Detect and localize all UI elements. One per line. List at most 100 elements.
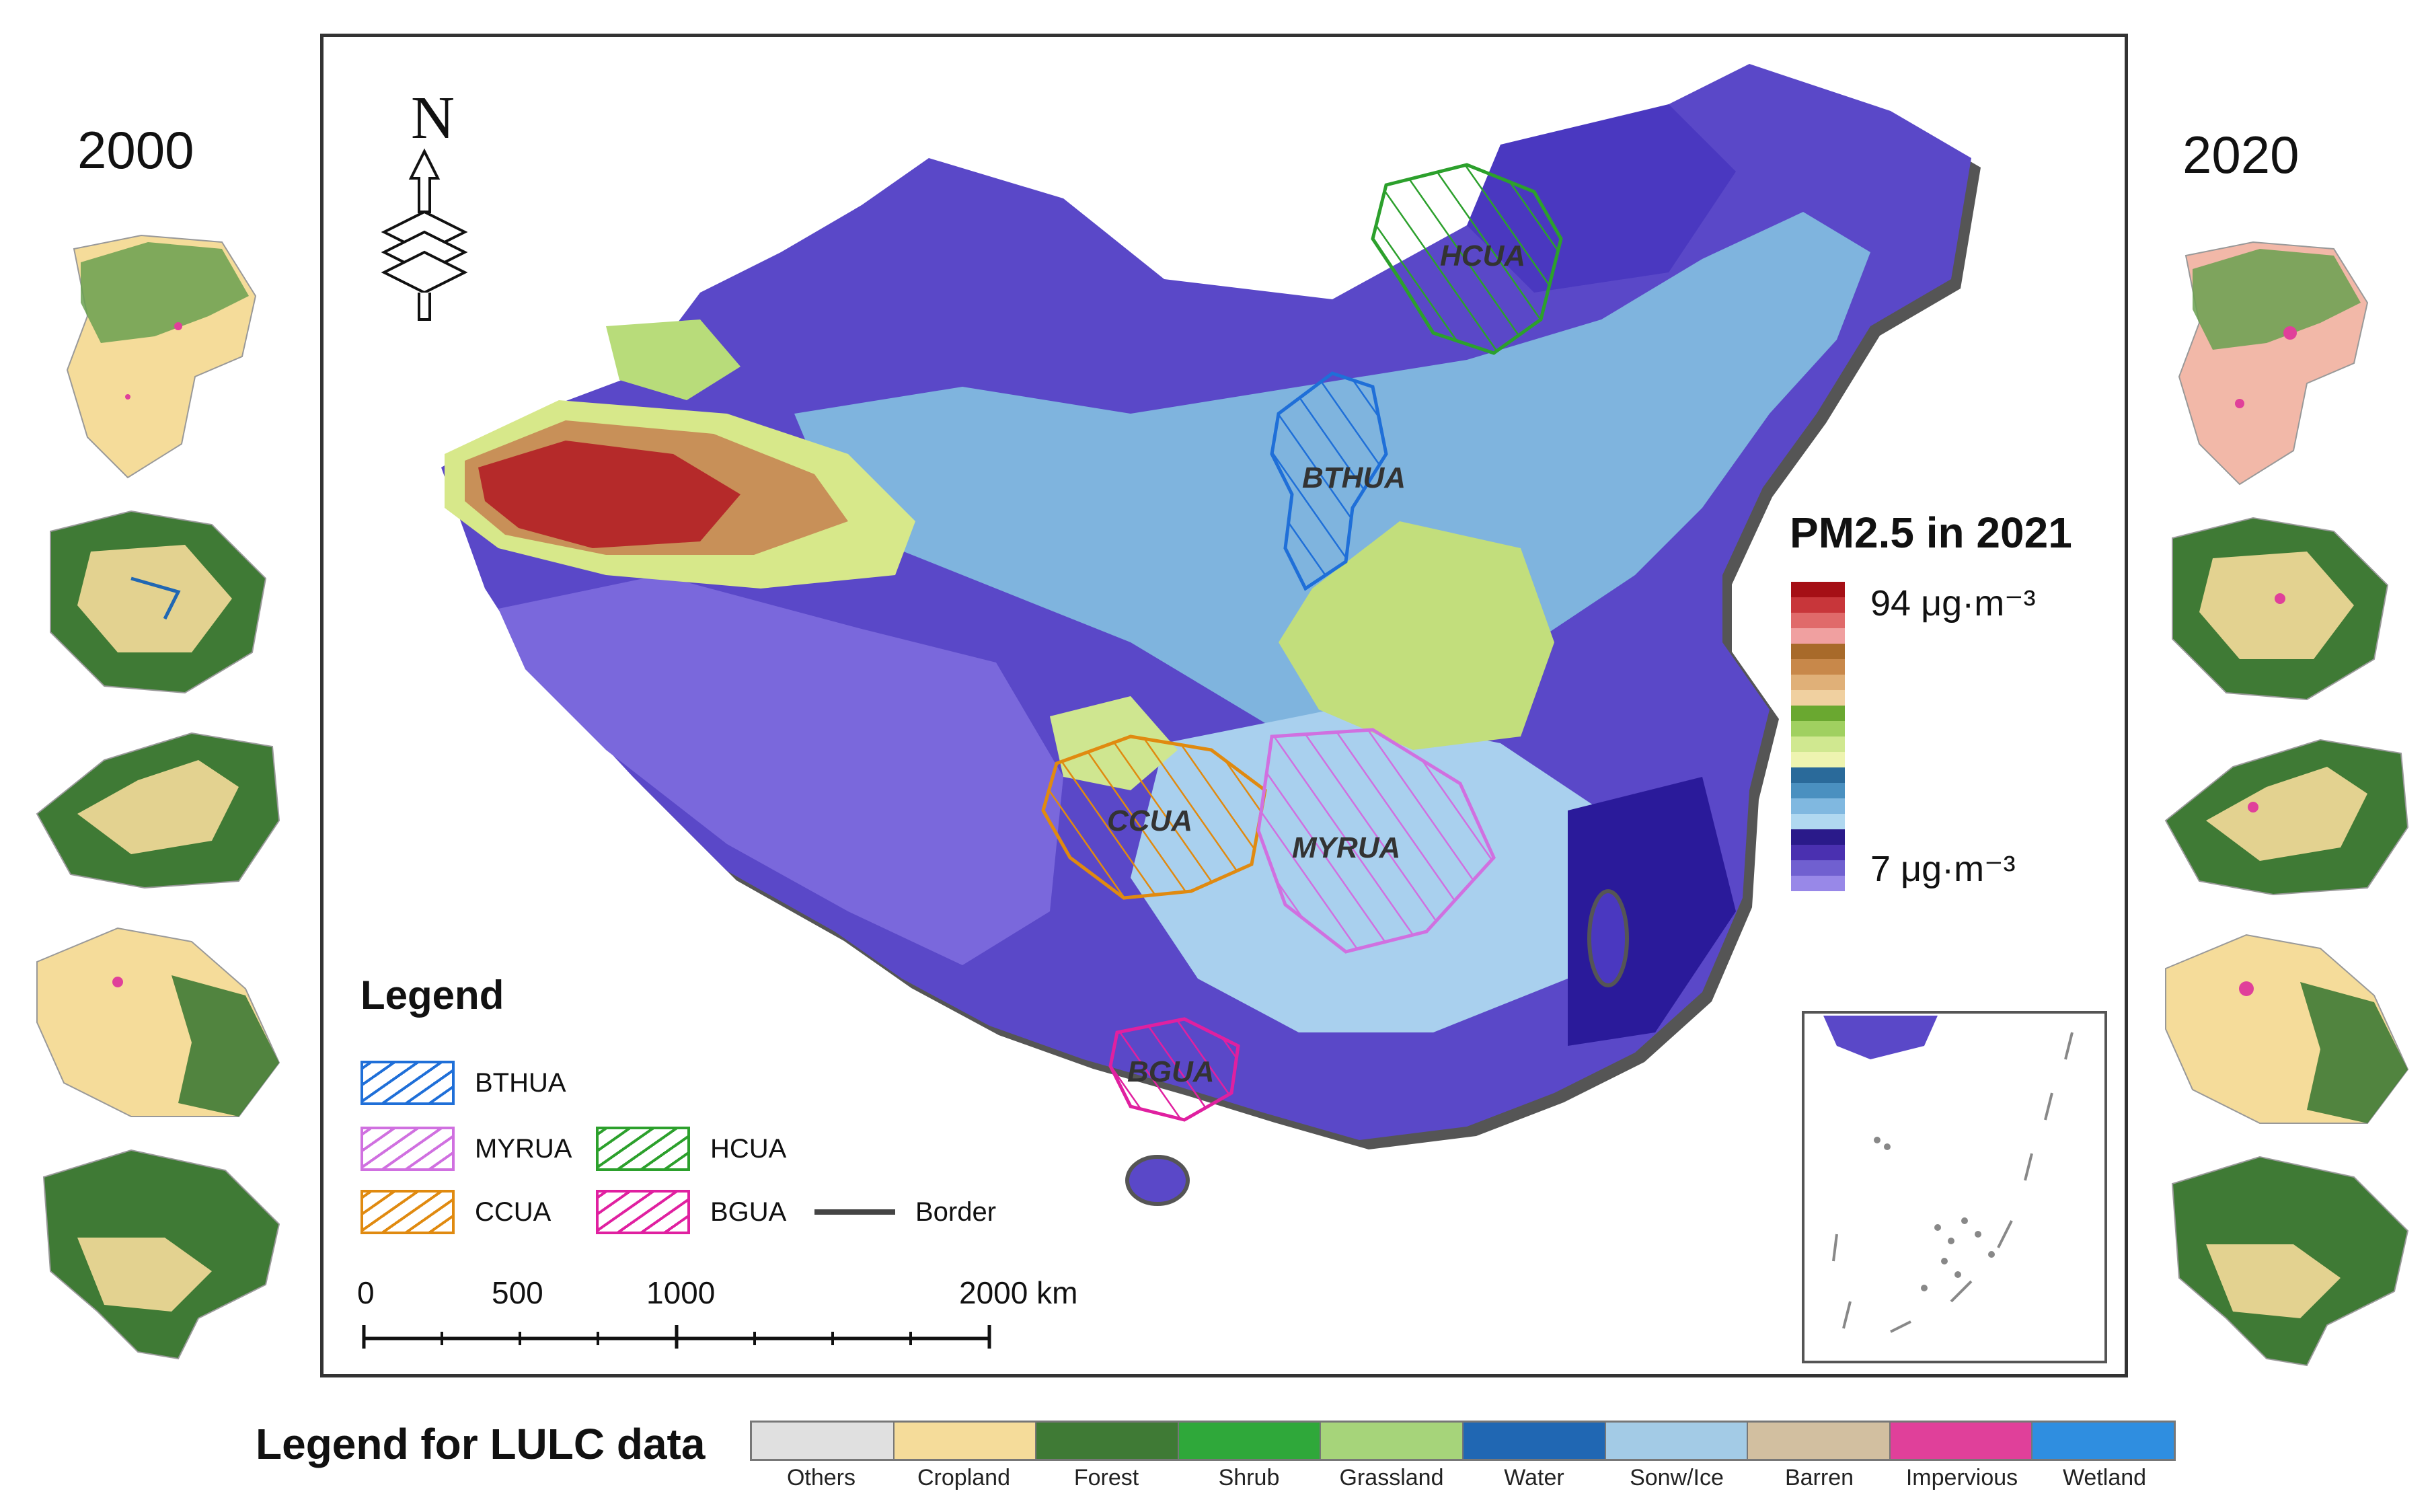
lulc-map-2000-1 <box>66 234 257 479</box>
lulc-label-wetland: Wetland <box>2062 1465 2147 1490</box>
legend-title: Legend <box>360 973 504 1018</box>
region-bthua <box>1270 371 1388 591</box>
lulc-legend-title: Legend for LULC data <box>256 1420 706 1468</box>
pm25-colorbar-step <box>1791 597 1845 613</box>
pm25-colorbar-step <box>1791 690 1845 706</box>
pm25-colorbar-step <box>1791 675 1845 690</box>
inset-dots <box>1874 1137 1995 1291</box>
pm25-min-label: 7 μg·m⁻³ <box>1870 849 2016 889</box>
pm25-colorbar-step <box>1791 628 1845 644</box>
legend-item-hcua: HCUA <box>596 1125 786 1172</box>
pm25-max-label: 94 μg·m⁻³ <box>1870 583 2036 623</box>
lulc-swatch-cropland <box>892 1423 1036 1459</box>
label-ccua: CCUA <box>1107 804 1192 837</box>
pm25-colorbar-step <box>1791 829 1845 845</box>
lulc-label-shrub: Shrub <box>1218 1465 1280 1490</box>
legend-item-ccua: CCUA <box>360 1188 551 1236</box>
region-myrua <box>1256 728 1496 954</box>
year-label-left: 2000 <box>77 120 194 180</box>
taiwan-island <box>1587 889 1629 987</box>
scale-label-2000: 2000 km <box>959 1275 1078 1310</box>
north-arrow-icon: N <box>381 85 468 321</box>
legend-swatch-bgua <box>596 1190 690 1234</box>
pm25-colorbar-step <box>1791 783 1845 798</box>
lulc-label-forest: Forest <box>1073 1465 1139 1490</box>
lulc-label-water: Water <box>1504 1465 1564 1490</box>
label-hcua: HCUA <box>1440 239 1525 272</box>
lulc-map-2000-4 <box>36 927 280 1117</box>
pm25-colorbar-step <box>1791 860 1845 876</box>
scale-label-0: 0 <box>357 1275 375 1310</box>
scale-label-500: 500 <box>492 1275 543 1310</box>
legend-item-border: Border <box>814 1188 996 1236</box>
label-bthua: BTHUA <box>1302 461 1406 494</box>
legend-swatch-hcua <box>596 1127 690 1171</box>
lulc-map-2020-5 <box>2171 1156 2409 1367</box>
label-bgua: BGUA <box>1127 1055 1215 1088</box>
lulc-label-barren: Barren <box>1784 1465 1854 1490</box>
legend-label-bgua: BGUA <box>710 1197 787 1227</box>
lulc-swatch-barren <box>1747 1423 1889 1459</box>
legend-label-bthua: BTHUA <box>475 1067 566 1098</box>
pm25-colorbar-step <box>1791 798 1845 814</box>
legend-item-myrua: MYRUA <box>360 1125 572 1172</box>
main-map-frame: HCUA BTHUA CCUA MYRUA BGUA N <box>320 34 2128 1377</box>
pm25-colorbar-step <box>1791 659 1845 675</box>
lulc-label-impervious: Impervious <box>1905 1465 2018 1490</box>
legend-swatch-bthua <box>360 1061 455 1105</box>
lulc-map-2020-2 <box>2172 517 2389 701</box>
lulc-map-2000-3 <box>36 732 280 889</box>
pm25-colorbar-step <box>1791 644 1845 659</box>
lulc-swatch-impervious <box>1889 1423 2032 1459</box>
lulc-label-grassland: Grassland <box>1339 1465 1444 1490</box>
lulc-swatch-sonwice <box>1604 1423 1747 1459</box>
lulc-swatch-wetland <box>2031 1423 2174 1459</box>
legend-item-bgua: BGUA <box>596 1188 786 1236</box>
lulc-legend-bar <box>750 1421 2176 1461</box>
pm25-colorbar-step <box>1791 876 1845 891</box>
legend-label-ccua: CCUA <box>475 1197 552 1227</box>
scale-bar <box>362 1325 991 1349</box>
lulc-label-sonwice: Sonw/Ice <box>1630 1465 1724 1490</box>
lulc-label-cropland: Cropland <box>917 1465 1010 1490</box>
legend-swatch-myrua <box>360 1127 455 1171</box>
north-china-plain <box>1279 521 1554 750</box>
pm25-colorbar-step <box>1791 752 1845 767</box>
legend-label-border: Border <box>915 1197 997 1227</box>
label-myrua: MYRUA <box>1292 831 1400 864</box>
junggar-basin <box>606 319 740 400</box>
inset-islands <box>1832 1032 2074 1333</box>
legend-swatch-border <box>814 1209 895 1215</box>
lulc-swatch-shrub <box>1177 1423 1320 1459</box>
region-bgua <box>1108 1017 1240 1122</box>
lulc-map-2000-5 <box>42 1149 280 1360</box>
china-pm25-map: HCUA BTHUA CCUA MYRUA BGUA N <box>381 64 2107 1363</box>
region-ccua <box>1041 734 1267 900</box>
pm25-colorbar-step <box>1791 736 1845 752</box>
lulc-legend-labels: Others Cropland Forest Shrub Grassland Water S… <box>750 1465 2176 1491</box>
svg-text:N: N <box>411 85 455 151</box>
pm25-colorbar-step <box>1791 613 1845 628</box>
pm25-colorbar-step <box>1791 706 1845 721</box>
hainan-island <box>1125 1155 1190 1206</box>
legend-item-bthua: BTHUA <box>360 1059 566 1106</box>
lulc-map-2020-1 <box>2178 241 2369 486</box>
lulc-map-2000-2 <box>50 510 267 694</box>
pm25-colorbar <box>1791 582 1845 891</box>
year-label-right: 2020 <box>2182 125 2300 184</box>
legend-swatch-ccua <box>360 1190 455 1234</box>
pm25-colorbar-step <box>1791 767 1845 783</box>
pm25-colorbar-step <box>1791 721 1845 736</box>
lulc-swatch-water <box>1461 1423 1605 1459</box>
taklimakan-core <box>478 441 740 548</box>
pm25-colorbar-step <box>1791 814 1845 829</box>
scale-label-1000: 1000 <box>646 1275 716 1310</box>
tibet-region <box>498 575 1063 965</box>
lulc-map-2020-4 <box>2165 934 2409 1124</box>
lulc-swatch-others <box>752 1423 893 1459</box>
inset-map-frame <box>1802 1011 2107 1363</box>
pm25-colorbar-step <box>1791 582 1845 597</box>
pm25-colorbar-step <box>1791 845 1845 860</box>
lulc-swatch-forest <box>1035 1423 1178 1459</box>
pm25-legend-title: PM2.5 in 2021 <box>1790 508 2072 557</box>
